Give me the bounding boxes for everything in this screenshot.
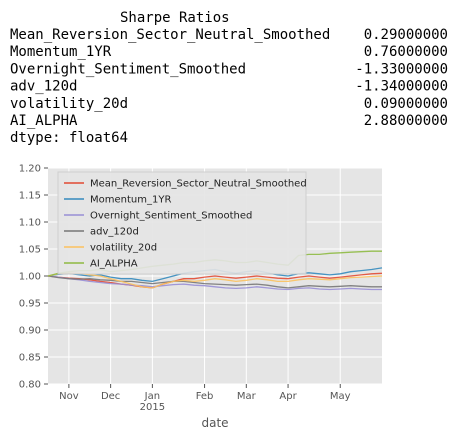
legend-label: adv_120d: [90, 227, 139, 238]
y-tick-label: 1.05: [19, 245, 41, 256]
series-line: [47, 275, 382, 291]
x-tick-label: Dec: [101, 391, 120, 402]
legend-label: Overnight_Sentiment_Smoothed: [90, 211, 252, 222]
series-line: [47, 272, 383, 289]
series-line: [47, 272, 383, 289]
x-tick-label: Nov: [59, 391, 79, 402]
row-name: AI_ALPHA: [10, 113, 78, 129]
x-tick-label: May: [330, 391, 351, 402]
y-tick-label: 1.15: [19, 191, 41, 202]
x-axis-label: date: [201, 416, 228, 430]
row-value: -1.34000000: [355, 79, 448, 95]
row-name: Mean_Reversion_Sector_Neutral_Smoothed: [10, 27, 330, 43]
dtype: dtype: float64: [10, 130, 128, 146]
y-tick-label: 0.85: [19, 353, 41, 364]
y-tick-label: 1.20: [19, 164, 41, 175]
legend-label: volatility_20d: [90, 243, 157, 254]
y-tick-label: 0.90: [19, 326, 41, 337]
row-value: 0.09000000: [364, 96, 448, 112]
x-tick-label: Mar: [237, 391, 257, 402]
legend-label: AI_ALPHA: [90, 259, 138, 270]
row-value: 2.88000000: [364, 113, 448, 129]
legend-label: Mean_Reversion_Sector_Neutral_Smoothed: [90, 179, 307, 190]
legend-box: [57, 171, 307, 275]
row-value: 0.29000000: [364, 27, 448, 43]
legend-label: Momentum_1YR: [90, 195, 171, 206]
x-tick-label: Apr: [279, 391, 297, 402]
row-value: 0.76000000: [364, 44, 448, 60]
row-name: adv_120d: [10, 79, 77, 95]
y-tick-label: 1.10: [19, 218, 41, 229]
row-name: volatility_20d: [10, 96, 128, 112]
series-line: [47, 275, 382, 289]
x-tick-label: Jan 2015: [140, 391, 165, 413]
row-name: Overnight_Sentiment_Smoothed: [10, 61, 246, 77]
y-tick-label: 0.80: [19, 380, 41, 391]
y-tick-label: 0.95: [19, 299, 41, 310]
output-title: Sharpe Ratios: [120, 10, 230, 26]
x-tick-label: Feb: [196, 391, 214, 402]
row-name: Momentum_1YR: [10, 44, 112, 60]
row-value: -1.33000000: [355, 61, 448, 77]
y-tick-label: 1.00: [19, 272, 41, 283]
